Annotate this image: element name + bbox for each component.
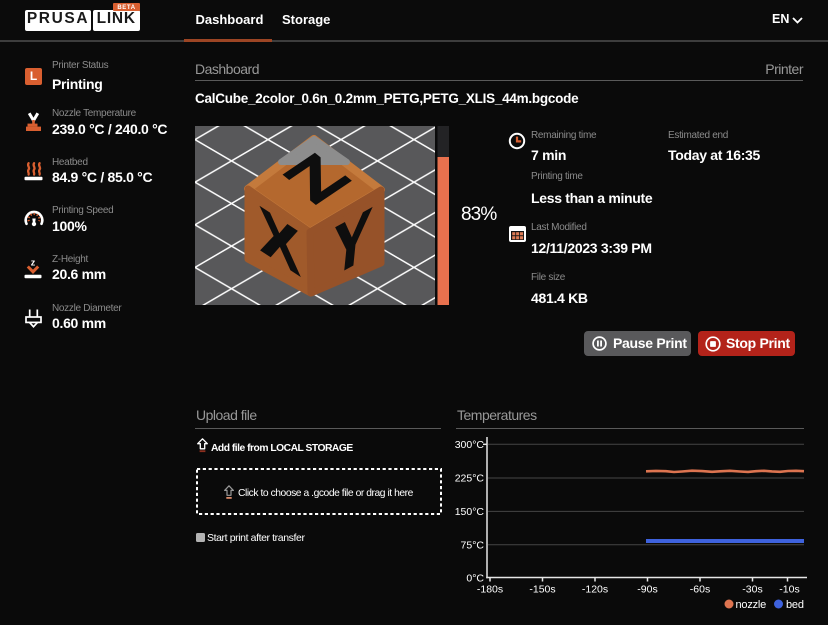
svg-text:300°C: 300°C [455,439,485,451]
svg-text:-90s: -90s [637,584,657,596]
svg-text:z: z [31,258,36,268]
svg-text:nozzle: nozzle [736,599,767,611]
svg-text:-30s: -30s [742,584,762,596]
svg-text:-180s: -180s [477,584,503,596]
svg-text:225°C: 225°C [455,473,485,485]
svg-text:-60s: -60s [690,584,710,596]
svg-text:-120s: -120s [582,584,608,596]
svg-text:0°C: 0°C [466,573,484,585]
svg-text:bed: bed [786,599,804,611]
svg-text:75°C: 75°C [461,539,485,551]
svg-text:-150s: -150s [529,584,555,596]
svg-text:150°C: 150°C [455,506,485,518]
svg-text:-10s: -10s [779,584,799,596]
